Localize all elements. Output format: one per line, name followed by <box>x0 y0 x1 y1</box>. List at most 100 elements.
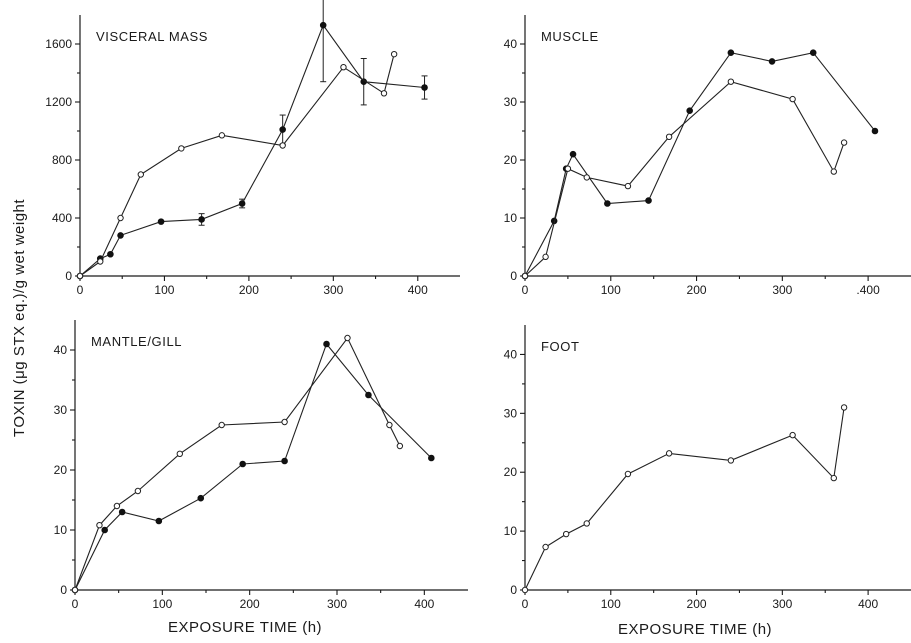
muscle-x-tick-label: 300 <box>772 283 792 297</box>
muscle-data-point <box>789 95 796 103</box>
muscle-y-tick-label: 40 <box>504 37 518 51</box>
visceral-mass-data-point <box>178 145 185 152</box>
visceral-mass-data-point <box>319 21 327 29</box>
muscle-x-tick-label: 100 <box>601 283 621 297</box>
muscle-series-line <box>524 52 876 277</box>
muscle-data-point <box>768 58 776 65</box>
visceral-mass-data-point <box>117 232 124 239</box>
mantle-gill-data-point <box>386 421 393 429</box>
mantle-gill-series-line <box>74 336 401 591</box>
mantle-gill-data-point <box>71 586 79 594</box>
mantle-gill-data-point <box>281 457 288 465</box>
foot-series-line <box>524 407 845 591</box>
mantle-gill-x-tick-label: 200 <box>240 597 260 611</box>
mantle-gill-data-point <box>396 442 404 450</box>
muscle-data-point <box>665 133 673 141</box>
visceral-mass-data-point <box>157 218 165 225</box>
foot-axes <box>524 325 911 591</box>
muscle-data-point <box>542 253 549 261</box>
muscle-data-point <box>727 49 735 57</box>
foot-data-point <box>542 543 549 551</box>
mantle-gill-x-tick-label: 300 <box>327 597 347 611</box>
mantle-gill-data-point <box>101 526 108 534</box>
mantle-gill-data-point <box>365 391 372 399</box>
foot-y-tick-label: 30 <box>504 406 518 420</box>
panel-visceral-mass: 0 100 200 300 400 0 400 800 1200 1600 VISCERAL MAS… <box>45 0 460 297</box>
muscle-data-point <box>564 165 572 172</box>
mantle-gill-axes <box>74 320 468 591</box>
mantle-gill-series-line <box>74 342 432 591</box>
visceral-mass-y-tick-label: 1600 <box>45 37 72 51</box>
foot-y-tick-label: 40 <box>504 347 518 361</box>
mantle-gill-data-point <box>96 522 103 529</box>
foot-data-point <box>624 470 632 478</box>
mantle-gill-x-tick-label: 100 <box>152 597 172 611</box>
muscle-y-tick-label: 30 <box>504 95 518 109</box>
mantle-gill-data-point <box>239 460 246 468</box>
mantle-gill-data-point <box>281 418 288 426</box>
foot-data-point <box>727 457 735 464</box>
muscle-x-tick-label: 0 <box>522 283 529 297</box>
mantle-gill-data-point <box>176 450 184 457</box>
visceral-mass-y-tick-label: 400 <box>52 211 72 225</box>
mantle-gill-series-open <box>71 334 404 594</box>
visceral-mass-data-point <box>340 64 347 71</box>
visceral-mass-data-point <box>279 142 286 149</box>
foot-data-point <box>840 404 848 411</box>
mantle-gill-data-point <box>118 508 126 516</box>
visceral-mass-data-point <box>279 126 286 133</box>
panel-muscle: 0 100 200 300 .400 0 10 20 30 40 MUSCLE <box>504 15 911 297</box>
visceral-mass-x-tick-label: 100 <box>154 283 174 297</box>
mantle-gill-data-point <box>323 340 330 348</box>
visceral-mass-x-tick-label: 0 <box>77 283 84 297</box>
muscle-y-tick-label: 10 <box>504 211 518 225</box>
muscle-series-line <box>524 81 845 277</box>
visceral-mass-axes <box>79 15 460 277</box>
mantle-gill-data-point <box>218 421 225 429</box>
muscle-series-filled <box>521 49 879 280</box>
visceral-mass-series-line <box>79 54 395 277</box>
visceral-mass-data-point <box>117 214 124 222</box>
muscle-data-point <box>645 197 652 204</box>
mantle-gill-y-tick-label: 40 <box>54 343 68 357</box>
mantle-gill-x-tick-label: 0 <box>72 597 79 611</box>
foot-data-point <box>665 450 673 457</box>
mantle-gill-data-point <box>197 494 205 502</box>
mantle-gill-y-tick-label: 0 <box>60 583 67 597</box>
panel-mantle-gill: 0 100 200 300 400 0 10 20 30 40 MANTLE/GILL <box>54 320 468 611</box>
visceral-mass-y-tick-label: 0 <box>65 269 72 283</box>
foot-x-tick-label: 300 <box>772 597 792 611</box>
visceral-mass-x-tick-label: 400 <box>408 283 428 297</box>
x-axis-label-left: EXPOSURE TIME (h) <box>168 619 322 636</box>
muscle-y-tick-label: 20 <box>504 153 518 167</box>
visceral-mass-y-tick-label: 800 <box>52 153 72 167</box>
visceral-mass-data-point <box>107 250 114 258</box>
panel-foot: 0 100 200 300 400 0 10 20 30 40 FOOT <box>504 325 911 611</box>
muscle-title: MUSCLE <box>541 29 599 44</box>
foot-data-point <box>521 586 529 594</box>
visceral-mass-data-point <box>76 272 84 280</box>
mantle-gill-data-point <box>113 502 121 510</box>
foot-x-tick-label: 200 <box>687 597 707 611</box>
muscle-data-point <box>809 49 817 57</box>
muscle-data-point <box>840 139 848 146</box>
mantle-gill-data-point <box>428 454 435 462</box>
muscle-data-point <box>871 127 879 135</box>
foot-data-point <box>789 431 796 439</box>
foot-series-open <box>521 404 848 594</box>
muscle-series-open <box>521 78 848 280</box>
muscle-data-point <box>686 107 693 114</box>
foot-y-tick-label: 10 <box>504 524 518 538</box>
muscle-data-point <box>569 150 577 158</box>
visceral-mass-data-point <box>97 258 104 265</box>
muscle-data-point <box>604 200 611 207</box>
muscle-data-point <box>624 182 632 190</box>
visceral-mass-y-tick-label: 1200 <box>45 95 72 109</box>
foot-x-tick-label: 0 <box>522 597 529 611</box>
mantle-gill-y-tick-label: 30 <box>54 403 68 417</box>
muscle-x-tick-label: .400 <box>856 283 880 297</box>
foot-data-point <box>562 530 570 538</box>
mantle-gill-data-point <box>155 517 163 525</box>
